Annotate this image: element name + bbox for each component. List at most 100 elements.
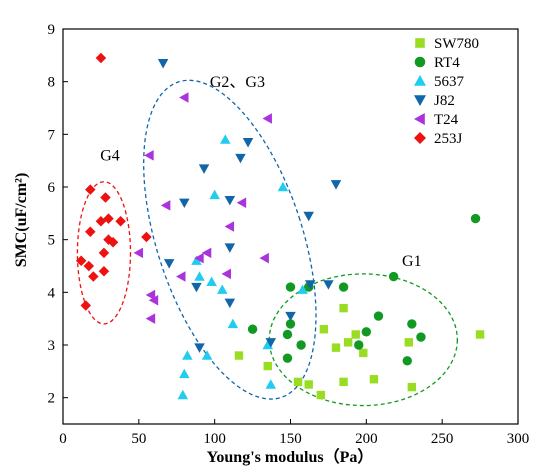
data-point	[296, 340, 306, 350]
data-point	[80, 300, 91, 311]
data-point	[303, 211, 314, 222]
x-tick-label: 0	[59, 431, 67, 447]
data-point	[234, 351, 244, 360]
group-label: G4	[100, 148, 120, 165]
data-point	[85, 226, 96, 238]
data-point	[470, 213, 481, 224]
data-point	[179, 198, 190, 209]
data-point	[404, 338, 413, 347]
legend-marker	[414, 132, 426, 144]
data-point	[319, 325, 329, 334]
y-tick-label: 9	[48, 22, 56, 38]
data-point	[100, 192, 111, 203]
data-point	[194, 343, 205, 353]
data-point	[277, 181, 289, 192]
x-tick-label: 100	[203, 431, 226, 447]
group-label: G2、G3	[210, 74, 265, 91]
data-point	[98, 266, 110, 277]
data-point	[297, 284, 308, 294]
data-point	[388, 271, 399, 282]
data-point	[265, 379, 277, 389]
y-tick-label: 4	[48, 285, 56, 301]
x-tick-label: 250	[431, 431, 454, 447]
x-tick-label: 200	[355, 431, 378, 447]
data-point	[157, 59, 169, 69]
group-label: G1	[402, 253, 422, 270]
data-point	[194, 271, 205, 281]
legend-label: RT4	[434, 55, 460, 71]
legend-label: SW780	[434, 36, 479, 52]
data-point	[285, 311, 296, 322]
data-point	[343, 338, 353, 347]
data-point	[361, 327, 372, 337]
x-tick-label: 300	[507, 431, 530, 447]
data-point	[304, 380, 313, 389]
legend-marker	[414, 95, 426, 106]
data-point	[144, 150, 154, 161]
legend: SW780 RT4 5637 J82 T24 253J	[414, 36, 479, 147]
data-point	[259, 252, 269, 264]
group-ellipse-g4	[76, 181, 132, 325]
data-point	[217, 284, 228, 294]
data-point	[285, 319, 296, 329]
data-point	[103, 213, 114, 224]
y-axis-title: SMC(uF/cm²)	[13, 173, 30, 268]
y-tick-label: 5	[48, 233, 56, 249]
data-point	[179, 92, 189, 103]
data-point	[115, 215, 126, 227]
data-point	[221, 268, 231, 280]
data-point	[83, 260, 95, 272]
data-point	[160, 200, 171, 211]
data-point	[304, 280, 316, 290]
data-point	[145, 289, 156, 301]
data-point	[354, 340, 364, 350]
data-point	[163, 259, 175, 269]
data-point	[369, 375, 379, 384]
data-point	[339, 303, 348, 313]
data-point	[95, 52, 107, 64]
data-point	[331, 343, 341, 352]
data-point	[265, 338, 277, 348]
x-tick-label: 150	[279, 431, 302, 447]
data-point	[242, 138, 254, 148]
data-point	[206, 276, 217, 286]
legend-marker	[414, 113, 425, 125]
data-point	[330, 180, 342, 190]
data-point	[201, 350, 213, 360]
data-point	[407, 382, 417, 392]
data-point	[224, 298, 236, 309]
legend-label: 253J	[434, 131, 463, 147]
data-point	[247, 324, 258, 334]
data-point	[177, 389, 189, 400]
data-point	[236, 197, 247, 209]
data-point	[282, 329, 293, 340]
data-point	[107, 237, 119, 248]
data-point	[323, 280, 334, 290]
data-point	[209, 189, 220, 200]
data-point	[227, 318, 239, 329]
y-tick-label: 6	[48, 180, 56, 196]
data-point	[148, 294, 159, 306]
data-point	[145, 313, 156, 324]
legend-label: 5637	[434, 74, 465, 90]
data-point	[141, 231, 152, 243]
data-point	[220, 134, 231, 144]
data-point	[339, 377, 348, 387]
data-point	[179, 368, 190, 379]
data-point	[475, 330, 485, 339]
data-point	[407, 319, 417, 329]
x-axis-title: Young's modulus（Pa）	[207, 448, 374, 466]
data-point	[285, 282, 296, 292]
y-tick-label: 8	[48, 75, 56, 91]
data-point	[133, 247, 144, 259]
data-point	[235, 153, 246, 164]
legend-marker	[415, 38, 425, 48]
data-point	[416, 332, 426, 342]
data-point	[191, 255, 202, 265]
legend-marker	[414, 56, 426, 68]
data-point	[194, 252, 204, 264]
data-point	[263, 361, 272, 371]
data-point	[176, 271, 186, 282]
data-point	[224, 221, 235, 232]
